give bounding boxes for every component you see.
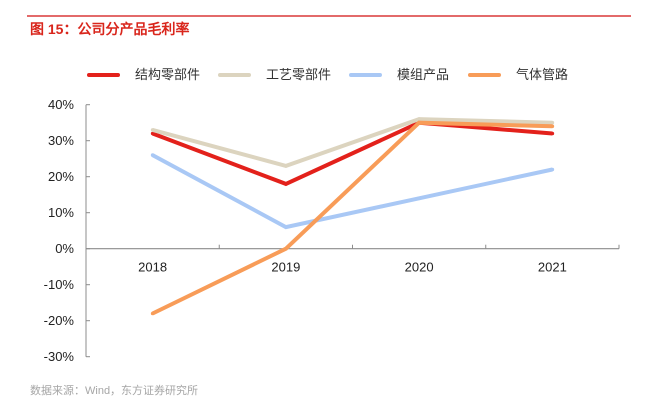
y-tick-label: 20% (48, 169, 74, 184)
legend-item-gas-pipelines: 气体管路 (468, 66, 568, 84)
data-point (417, 117, 421, 121)
data-point (284, 246, 288, 251)
x-tick-label: 2019 (271, 260, 300, 275)
series-line-structural-parts (151, 120, 553, 187)
series-line-process-parts (152, 117, 553, 168)
y-tick-label: -30% (44, 349, 75, 364)
y-tick-label: -10% (44, 277, 75, 292)
y-tick-label: 0% (55, 241, 74, 256)
axes: 40% 30% 20% 10% 0% -10% -20% -30% 2018 2019 2020 20… (44, 97, 620, 364)
data-point (284, 182, 288, 186)
x-tick-label: 2021 (538, 260, 567, 275)
series-1 (150, 117, 555, 168)
header-rule (27, 15, 631, 17)
y-tick-label: 30% (48, 133, 74, 148)
series-2 (150, 153, 555, 230)
y-tick-label: -20% (44, 313, 75, 328)
legend-label: 模组产品 (397, 67, 450, 82)
data-point (150, 311, 155, 316)
series-line-module-products (151, 153, 553, 230)
figure-title: 图 15：公司分产品毛利率 (30, 21, 190, 37)
y-tick-label: 40% (48, 97, 74, 112)
legend-swatch (349, 73, 382, 77)
legend-item-structural-parts: 结构零部件 (87, 66, 200, 84)
series-lines (150, 117, 555, 316)
data-point (150, 131, 155, 136)
data-point (550, 131, 555, 136)
data-point (417, 196, 421, 201)
x-tick-label: 2018 (138, 260, 167, 275)
series-0 (150, 120, 555, 187)
data-point (150, 128, 155, 132)
data-point (550, 124, 555, 129)
legend-item-process-parts: 工艺零部件 (218, 66, 331, 84)
legend-label: 结构零部件 (135, 67, 201, 82)
legend-item-module-products: 模组产品 (349, 66, 449, 84)
series-line-gas-pipelines (151, 120, 553, 316)
data-point (550, 167, 555, 172)
data-point (150, 153, 155, 157)
legend-swatch (218, 73, 251, 77)
legend-swatch (87, 73, 120, 77)
y-tick-label: 10% (48, 205, 74, 220)
data-point (550, 120, 555, 125)
legend-label: 气体管路 (516, 67, 569, 82)
legend-swatch (468, 73, 501, 77)
legend-label: 工艺零部件 (266, 67, 332, 82)
data-point (417, 120, 421, 125)
series-3 (150, 120, 555, 316)
chart-legend: 结构零部件 工艺零部件 模组产品 气体管路 (0, 66, 648, 84)
data-point (284, 225, 288, 229)
source-note: 数据来源：Wind，东方证券研究所 (30, 385, 199, 397)
data-point (284, 164, 288, 168)
x-tick-label: 2020 (405, 260, 434, 275)
